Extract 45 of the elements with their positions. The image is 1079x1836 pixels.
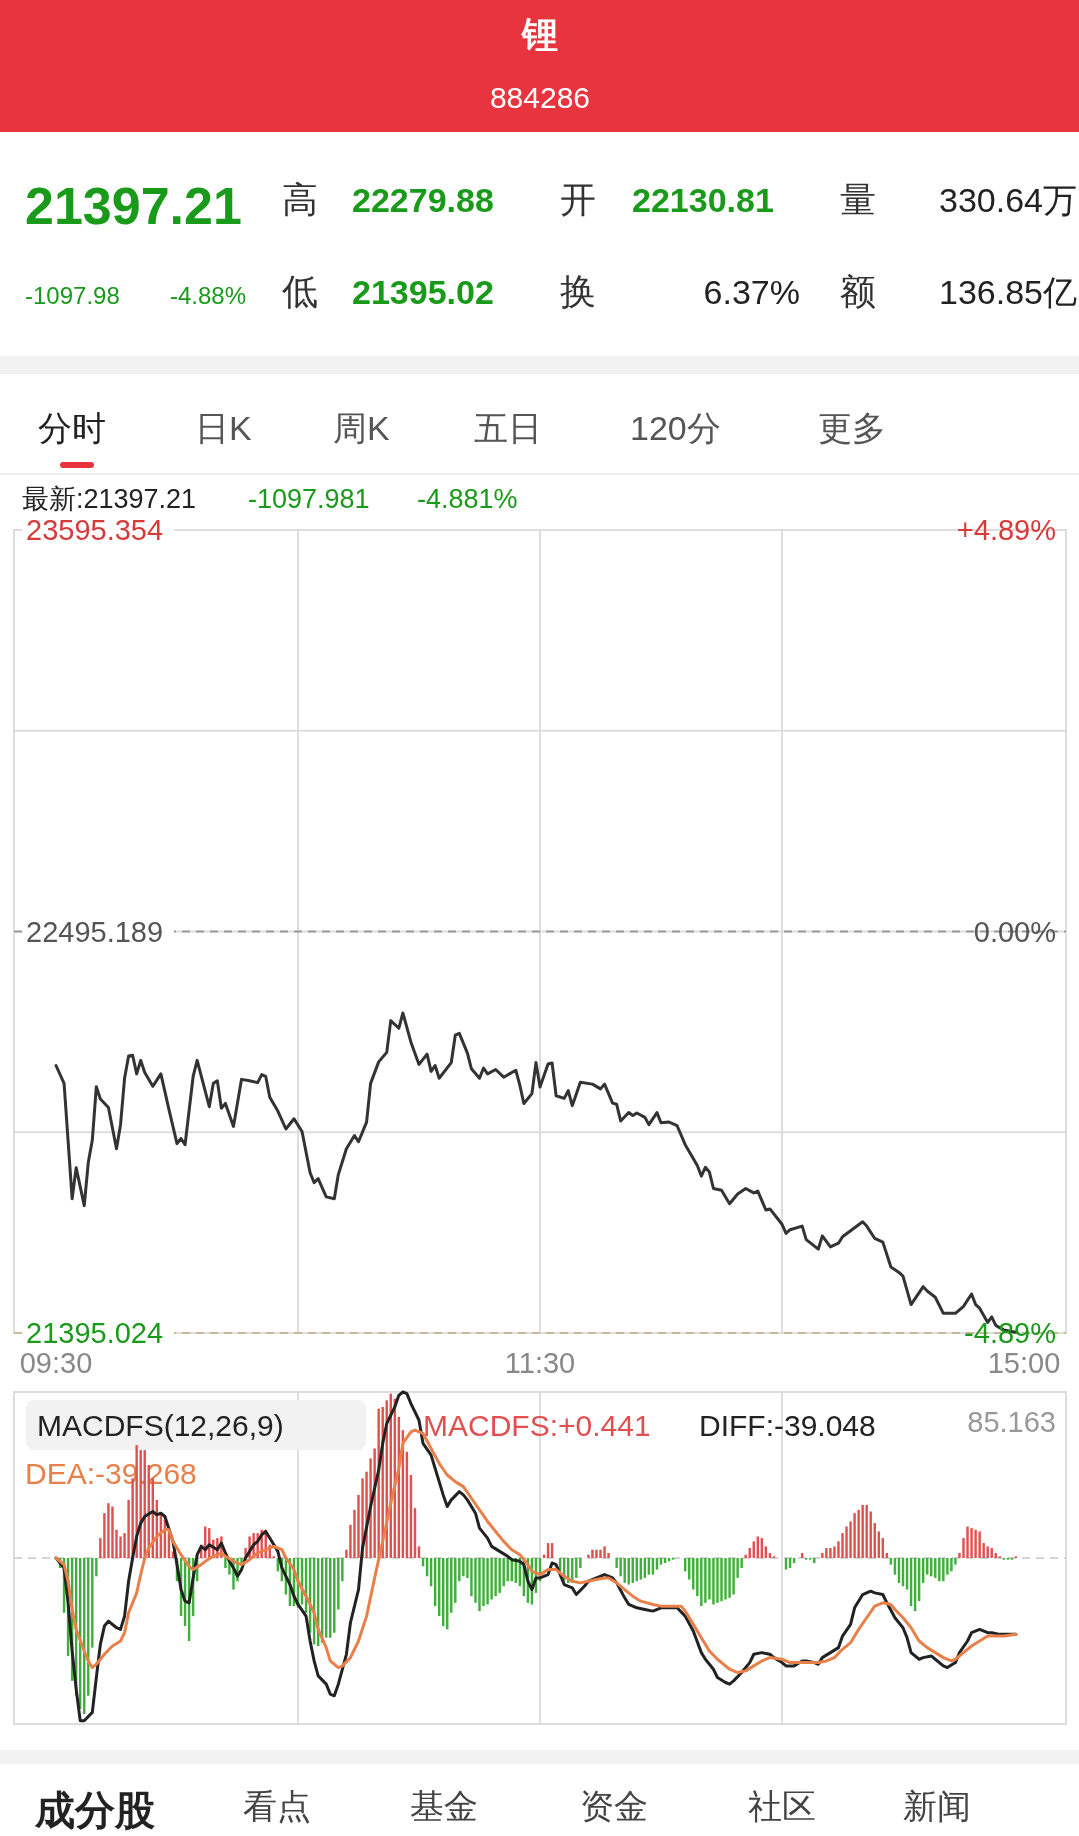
text: 最新:21397.21 [22,484,197,514]
text: -4.881% [417,484,518,514]
text: 更多 [818,409,886,447]
y-tick-label: 23595.354 [26,514,164,546]
text: DIFF:-39.048 [699,1409,876,1442]
text: 分时 [38,409,106,447]
y2-tick-label: +4.89% [956,514,1056,546]
text: 量 [840,179,876,220]
text: 五日 [474,409,542,447]
text: 新闻 [903,1787,971,1825]
text: -1097.98 [25,282,120,309]
text: 成分股 [34,1788,155,1832]
text: 21397.21 [25,177,242,235]
text: 开 [560,179,596,220]
text: 额 [840,271,876,312]
text: 基金 [410,1787,478,1825]
x-tick-label: 11:30 [504,1347,576,1379]
text: 看点 [243,1787,311,1825]
text: 资金 [580,1787,648,1825]
y-tick-label: 21395.024 [26,1317,164,1349]
text: 社区 [748,1787,816,1825]
x-tick-label: 15:00 [987,1347,1061,1379]
text: 锂 [520,14,558,55]
text: 换 [560,271,596,312]
y2-tick-label: 0.00% [973,915,1056,948]
text: 低 [282,271,318,312]
y2-tick-label: -4.89% [964,1317,1056,1349]
text: 120分 [630,409,721,447]
text: 884286 [489,81,591,114]
text: 136.85亿 [939,273,1077,311]
series-label: MACDFS:+0.441 [423,1409,651,1442]
text: 周K [333,409,390,447]
text: 6.37% [703,273,800,311]
annotation: 85.163 [967,1406,1056,1438]
text: 高 [282,179,318,220]
y-tick-label: 22495.189 [26,915,164,948]
text: -4.88% [170,282,247,309]
text: 21395.02 [352,273,494,311]
text: 22130.81 [632,181,774,219]
text: 日K [195,409,252,447]
x-tick-label: 09:30 [19,1347,93,1379]
text: MACDFS(12,26,9) [37,1409,284,1442]
text: 330.64万 [939,181,1077,219]
text: 22279.88 [352,181,494,219]
text: -1097.981 [248,484,370,514]
